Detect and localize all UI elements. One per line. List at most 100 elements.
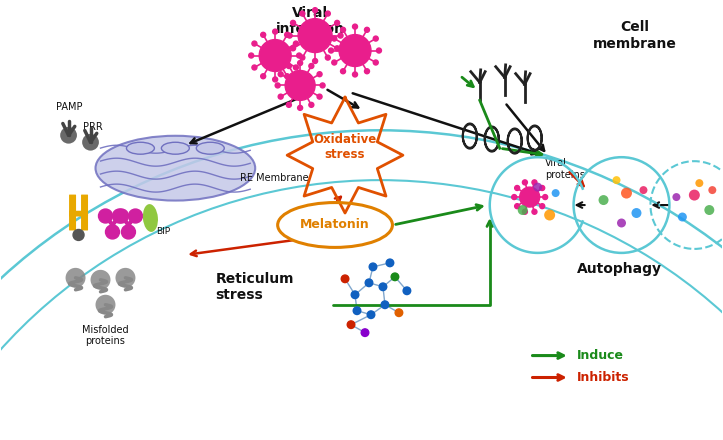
Circle shape — [291, 46, 296, 51]
Circle shape — [261, 74, 265, 79]
Circle shape — [364, 27, 369, 32]
Circle shape — [621, 187, 632, 198]
Circle shape — [285, 74, 290, 79]
Circle shape — [395, 309, 403, 316]
Circle shape — [617, 219, 626, 227]
Circle shape — [689, 190, 700, 201]
Circle shape — [252, 65, 257, 70]
Circle shape — [539, 204, 544, 209]
Circle shape — [518, 205, 528, 215]
Circle shape — [116, 268, 135, 288]
Circle shape — [367, 311, 375, 319]
Circle shape — [379, 283, 387, 290]
Circle shape — [320, 83, 325, 88]
Circle shape — [533, 183, 542, 191]
Circle shape — [335, 20, 340, 26]
Circle shape — [278, 94, 283, 99]
Text: Oxidative
stress: Oxidative stress — [313, 133, 377, 161]
Text: RE Membrane: RE Membrane — [240, 173, 309, 183]
Circle shape — [332, 60, 337, 65]
Circle shape — [351, 291, 359, 299]
Circle shape — [309, 103, 314, 107]
Circle shape — [369, 263, 377, 271]
Circle shape — [296, 53, 301, 58]
Circle shape — [678, 213, 687, 221]
Text: Induce: Induce — [576, 349, 623, 362]
Text: Cell
membrane: Cell membrane — [593, 21, 677, 51]
Ellipse shape — [197, 142, 224, 154]
Circle shape — [520, 187, 539, 207]
Circle shape — [113, 209, 127, 223]
Circle shape — [252, 41, 257, 46]
Circle shape — [285, 32, 290, 37]
Circle shape — [325, 55, 330, 60]
Circle shape — [543, 194, 547, 200]
Circle shape — [249, 53, 254, 58]
Circle shape — [341, 275, 348, 282]
Text: PRR: PRR — [82, 122, 102, 132]
Circle shape — [129, 209, 142, 223]
Circle shape — [317, 72, 322, 77]
Circle shape — [121, 225, 135, 239]
Ellipse shape — [161, 142, 189, 154]
Circle shape — [298, 18, 332, 52]
FancyBboxPatch shape — [69, 194, 76, 231]
Circle shape — [365, 279, 373, 286]
Circle shape — [339, 35, 371, 66]
FancyBboxPatch shape — [69, 211, 88, 216]
Text: Viral
infection: Viral infection — [275, 6, 345, 36]
Circle shape — [523, 180, 527, 185]
Circle shape — [114, 209, 129, 223]
Ellipse shape — [143, 204, 158, 232]
Circle shape — [317, 94, 322, 99]
Circle shape — [309, 63, 314, 69]
Circle shape — [294, 65, 299, 70]
Circle shape — [341, 69, 346, 74]
Circle shape — [391, 273, 398, 281]
Circle shape — [294, 41, 299, 46]
Circle shape — [273, 77, 278, 82]
Circle shape — [312, 59, 317, 63]
Circle shape — [335, 46, 340, 51]
Circle shape — [373, 36, 378, 41]
Circle shape — [532, 209, 537, 214]
Circle shape — [300, 55, 305, 60]
Circle shape — [364, 69, 369, 74]
Circle shape — [515, 204, 520, 209]
Circle shape — [544, 209, 555, 220]
Circle shape — [512, 194, 517, 200]
Ellipse shape — [127, 142, 155, 154]
Circle shape — [696, 179, 703, 187]
Circle shape — [612, 176, 620, 184]
Circle shape — [332, 36, 337, 41]
Text: Misfolded
proteins: Misfolded proteins — [82, 325, 129, 346]
Circle shape — [353, 72, 357, 77]
Circle shape — [552, 189, 560, 197]
Circle shape — [381, 301, 389, 308]
Circle shape — [338, 33, 343, 38]
Circle shape — [95, 295, 116, 315]
Circle shape — [341, 27, 346, 32]
Circle shape — [275, 83, 280, 88]
Circle shape — [347, 321, 355, 328]
Circle shape — [354, 307, 361, 315]
Circle shape — [515, 186, 520, 191]
Circle shape — [523, 209, 527, 214]
Circle shape — [403, 287, 411, 294]
Circle shape — [261, 32, 265, 37]
Circle shape — [298, 105, 303, 110]
Circle shape — [285, 70, 315, 100]
Circle shape — [631, 208, 641, 218]
Circle shape — [106, 225, 119, 239]
Circle shape — [278, 72, 283, 77]
Circle shape — [312, 7, 317, 13]
Circle shape — [66, 268, 85, 288]
Circle shape — [90, 270, 111, 290]
Text: Inhibits: Inhibits — [576, 371, 629, 384]
Text: Reticulum
stress: Reticulum stress — [215, 272, 294, 302]
Text: Viral
proteins: Viral proteins — [544, 158, 584, 180]
Circle shape — [300, 11, 305, 16]
Circle shape — [709, 186, 716, 194]
Circle shape — [98, 209, 113, 223]
Text: Melatonin: Melatonin — [300, 219, 370, 231]
